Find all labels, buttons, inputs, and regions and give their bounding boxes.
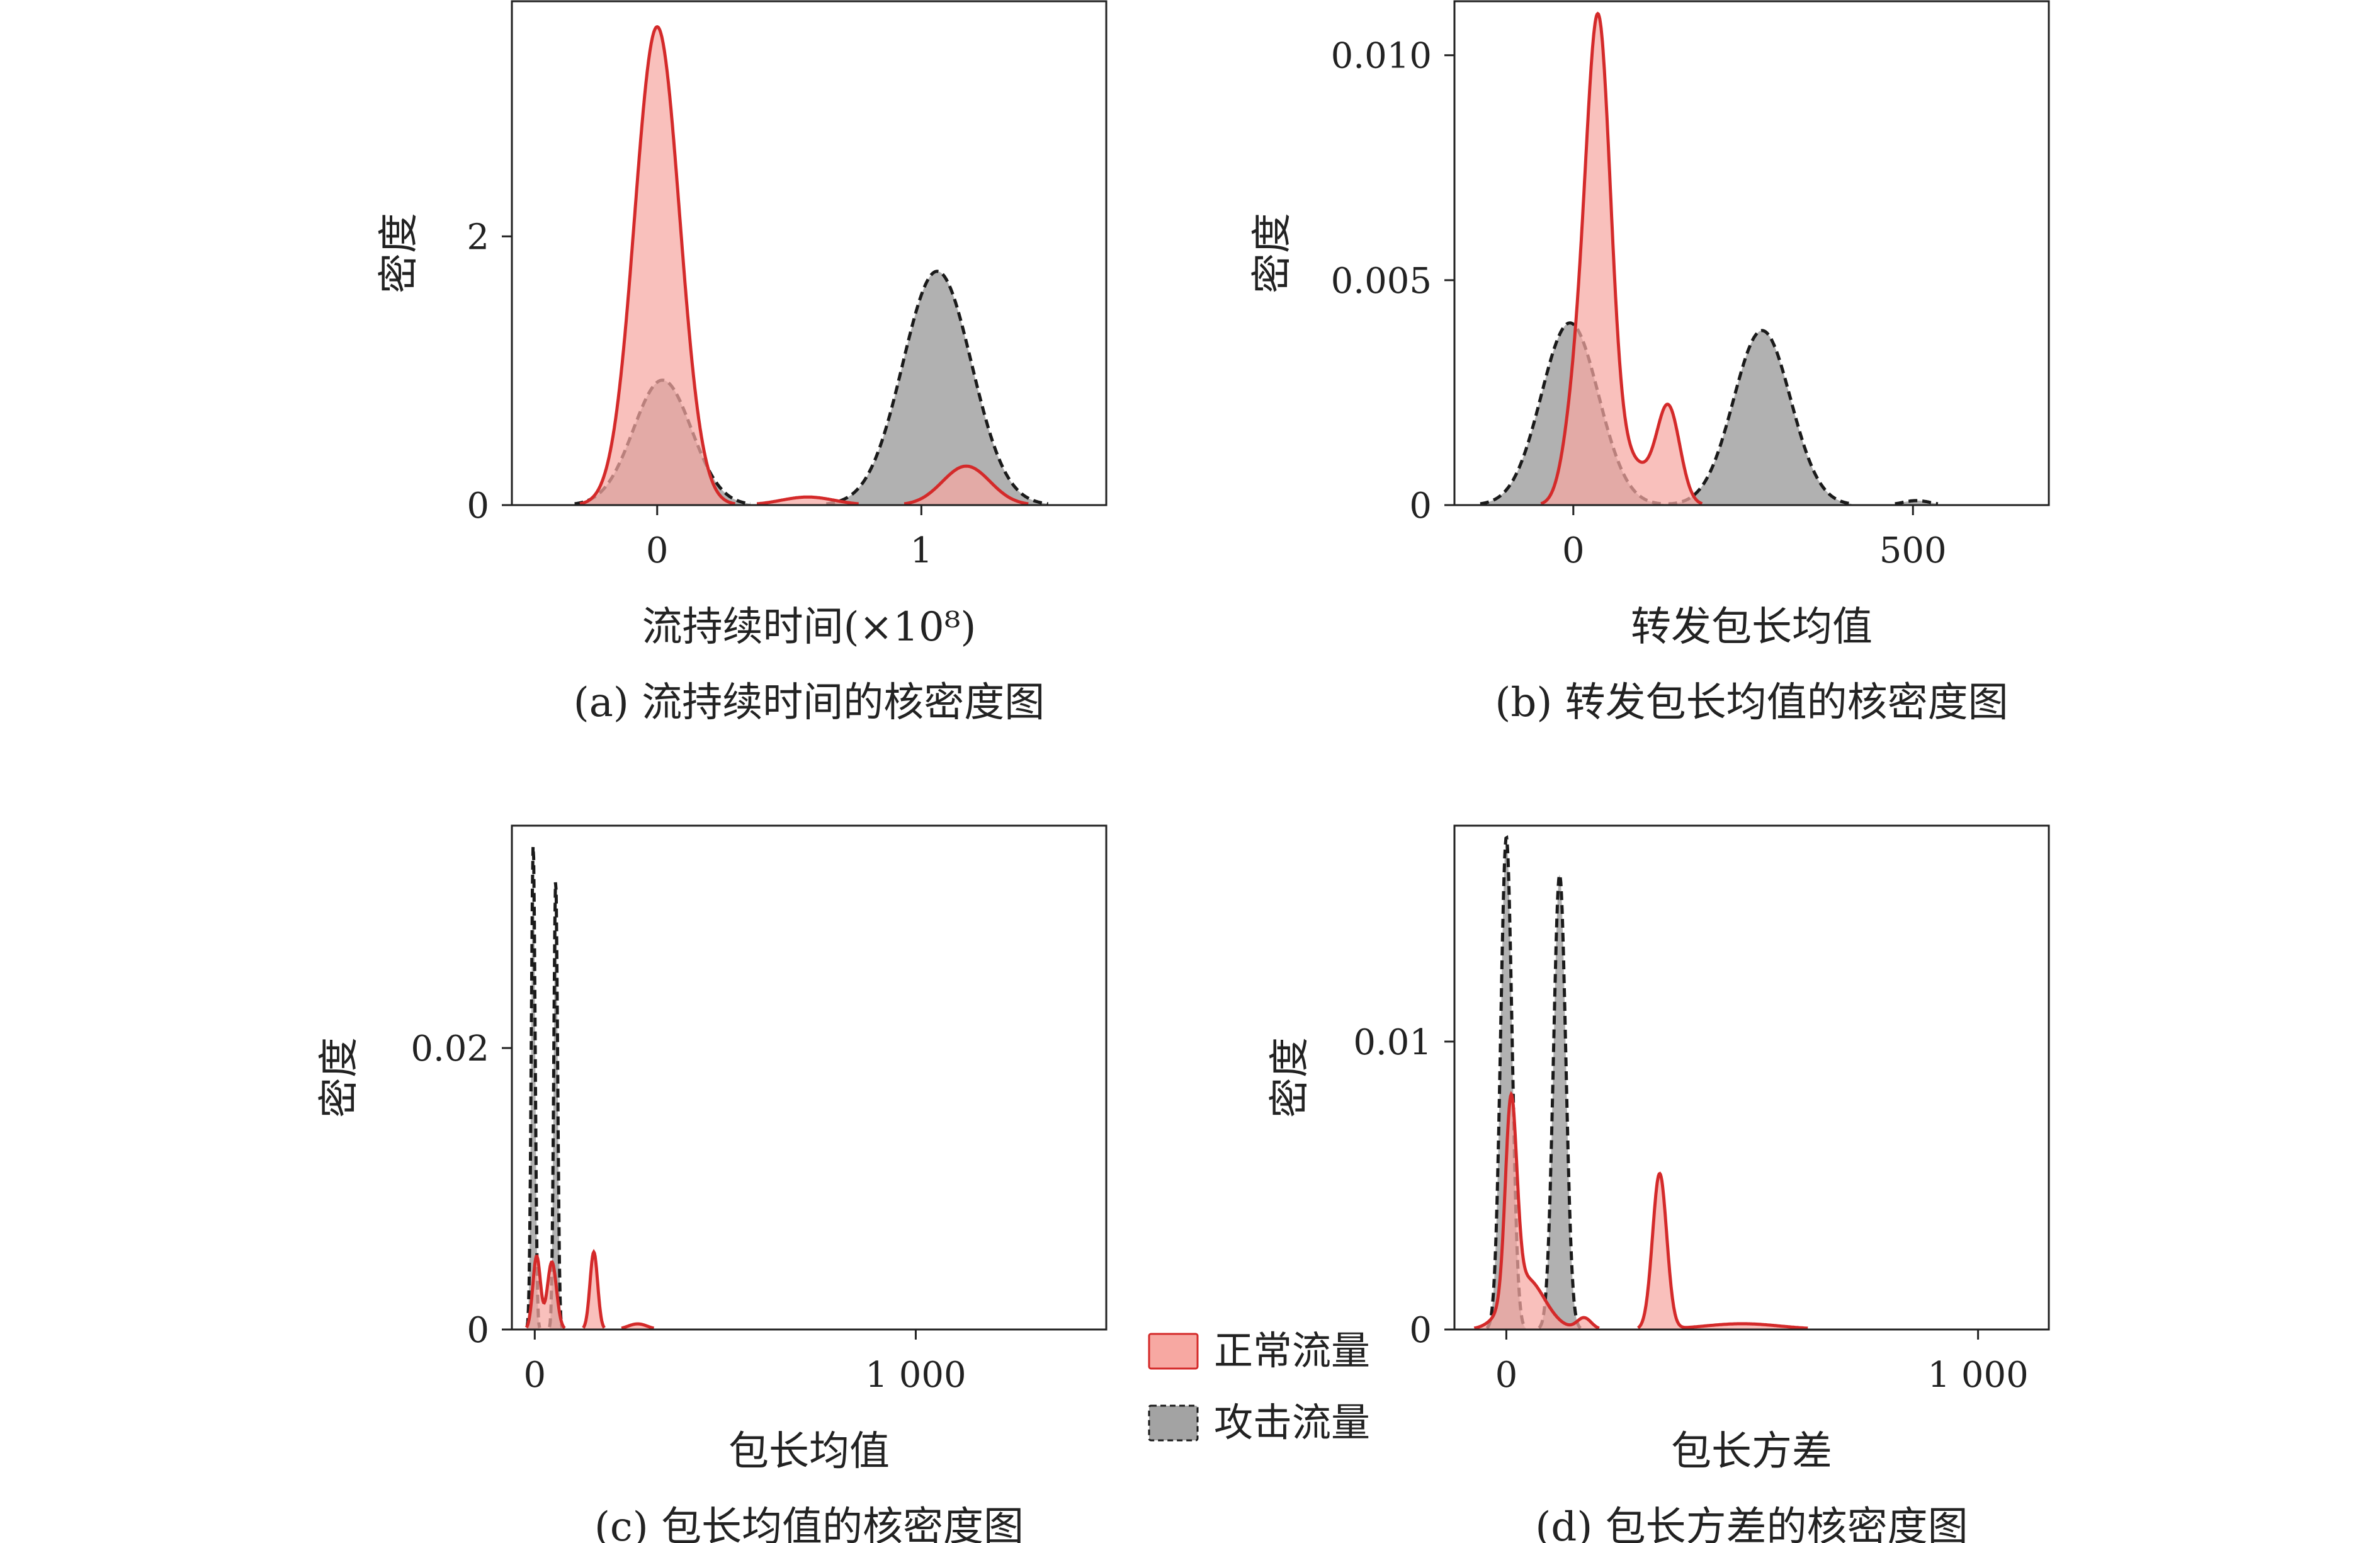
plot-frame [511, 0, 1108, 506]
series-attack-density-fill [826, 271, 1048, 505]
x-axis-label: 转发包长均值 [1631, 604, 1873, 651]
y-tick-label: 0 [1409, 486, 1432, 527]
plot-frame [1453, 0, 2050, 506]
plot-frame [1453, 824, 2050, 1331]
series-normal-density-line [621, 1322, 654, 1329]
y-tick-label: 0 [467, 1310, 489, 1351]
series-attack-density-line [1668, 329, 1852, 505]
series-normal-density-line [1473, 1091, 1600, 1329]
legend-label-attack: 攻击流量 [1214, 1399, 1370, 1445]
y-tick-label: 0 [467, 486, 489, 527]
y-tick-label: 2 [467, 217, 489, 258]
y-tick-label: 0.010 [1331, 36, 1432, 77]
x-tick-label: 1 000 [1927, 1355, 2028, 1396]
legend-label-normal: 正常流量 [1214, 1328, 1370, 1374]
y-axis-label: 密度 [376, 213, 422, 293]
x-tick-label: 0 [1562, 530, 1585, 571]
series-normal-density-fill [1541, 13, 1703, 505]
chart-panel-a: 0 1 0 2 流持续时间(×10⁸) 密度 (a) 流持续时间的核密度图 [376, 0, 1108, 726]
series-normal-density-fill [621, 1324, 654, 1329]
panel-caption: (d) 包长方差的核密度图 [1535, 1504, 1968, 1543]
chart-panel-c: 0 1 000 0 0.02 包长均值 密度 (c) 包长均值的核密度图 [316, 824, 1108, 1543]
series-normal-density-line [904, 464, 1029, 505]
y-axis-label: 密度 [1267, 1037, 1313, 1118]
series-attack-density-line [525, 846, 541, 1328]
chart-panel-d: 0 1 000 0 0.01 包长方差 密度 (d) 包长方差的核密度图 [1267, 824, 2050, 1543]
chart-panel-b: 0 500 0 0.005 0.010 转发包长均值 密度 (b) 转发包长均值的核密度图 [1249, 0, 2050, 726]
y-tick-label: 0.005 [1331, 261, 1432, 302]
series-normal-density-line [756, 495, 859, 505]
x-tick-label: 1 000 [865, 1355, 966, 1396]
x-tick-label: 500 [1879, 530, 1947, 571]
series-attack-density-line [1895, 499, 1939, 505]
panel-caption: (a) 流持续时间的核密度图 [574, 680, 1045, 726]
series-normal-density-line [579, 25, 735, 505]
y-axis-label: 密度 [316, 1037, 363, 1118]
series-normal-density-fill [1474, 1094, 1599, 1329]
series-attack-density-fill [1539, 875, 1581, 1329]
series-attack-density-fill [549, 882, 562, 1329]
y-tick-label: 0.01 [1353, 1022, 1432, 1063]
plot-frame [511, 824, 1108, 1331]
chart-panels: 0 1 0 2 流持续时间(×10⁸) 密度 (a) 流持续时间的核密度图 0 500 0 0.00… [316, 0, 2050, 1543]
series-normal-density-line [582, 1249, 606, 1329]
series-attack-density-fill [1487, 838, 1526, 1329]
x-tick-label: 0 [1495, 1355, 1518, 1396]
series-normal-density-fill [904, 466, 1029, 505]
series-normal-density-fill [580, 26, 735, 505]
y-tick-label: 0 [1409, 1310, 1432, 1351]
panel-caption: (c) 包长均值的核密度图 [594, 1504, 1024, 1543]
series-attack-density-fill [1895, 500, 1938, 505]
panel-caption: (b) 转发包长均值的核密度图 [1495, 680, 2008, 726]
x-axis-label: 包长方差 [1671, 1428, 1832, 1475]
x-tick-label: 0 [646, 530, 669, 571]
x-axis-label: 包长均值 [728, 1428, 890, 1475]
legend-swatch-normal [1148, 1333, 1199, 1370]
series-normal-density-fill [757, 497, 859, 505]
x-tick-label: 1 [910, 530, 932, 571]
series-normal-density-line [1540, 11, 1703, 505]
legend: 正常流量 攻击流量 [1148, 1328, 1370, 1445]
series-normal-density-line [1637, 1171, 1808, 1329]
y-tick-label: 0.02 [411, 1028, 489, 1069]
series-attack-density-line [1538, 870, 1582, 1329]
series-normal-density-line [524, 1254, 566, 1329]
y-axis-label: 密度 [1249, 213, 1296, 293]
x-axis-label: 流持续时间(×10⁸) [642, 604, 977, 651]
series-attack-density-line [826, 270, 1048, 505]
series-normal-density-fill [1638, 1173, 1808, 1329]
legend-swatch-attack [1148, 1404, 1199, 1442]
series-normal-density-fill [526, 1256, 565, 1329]
x-tick-label: 0 [523, 1355, 546, 1396]
series-attack-density-fill [1668, 330, 1852, 505]
